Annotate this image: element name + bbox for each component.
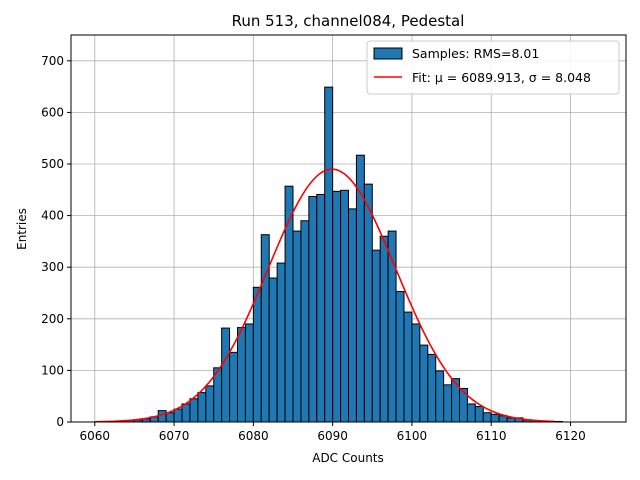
- y-tick-label: 300: [41, 260, 64, 274]
- histogram-bar: [506, 417, 516, 423]
- histogram-bar: [443, 384, 453, 423]
- y-axis-label: Entries: [15, 208, 29, 250]
- histogram-bar: [189, 398, 199, 423]
- histogram-bar: [157, 410, 167, 423]
- axes-frame: [70, 34, 627, 423]
- y-tick-label: 0: [56, 415, 64, 429]
- histogram-bar: [411, 323, 421, 423]
- histogram-bar: [419, 344, 429, 423]
- legend: Samples: RMS=8.01 Fit: μ = 6089.913, σ =…: [366, 40, 620, 95]
- histogram-bar: [371, 249, 381, 423]
- x-tick-label: 6070: [159, 429, 190, 443]
- histogram-bar: [260, 234, 270, 423]
- y-tick-label: 500: [41, 157, 64, 171]
- histogram-bar: [427, 353, 437, 423]
- x-axis-ticks: 6060 6070 6080 6090 6100 6110 6120: [80, 422, 586, 443]
- histogram-bar: [395, 290, 405, 423]
- x-tick-label: 6100: [397, 429, 428, 443]
- y-tick-label: 100: [41, 363, 64, 377]
- histogram-bar: [173, 408, 183, 423]
- histogram-bar: [379, 235, 389, 423]
- histogram-bar: [244, 323, 254, 423]
- histogram-bar: [292, 230, 302, 423]
- y-tick-label: 400: [41, 209, 64, 223]
- x-axis-label: ADC Counts: [312, 451, 384, 465]
- histogram-bar: [237, 327, 246, 423]
- histogram-bar: [268, 277, 278, 423]
- y-axis-ticks: 0 100 200 300 400 500 600 700: [41, 54, 71, 429]
- histogram-bar: [435, 370, 445, 423]
- legend-item-fit: Fit: μ = 6089.913, σ = 8.048: [412, 70, 591, 85]
- histogram-bar: [348, 208, 357, 423]
- histogram-bar: [451, 378, 461, 423]
- y-tick-label: 200: [41, 312, 64, 326]
- histogram-bar: [197, 392, 207, 423]
- histogram-bar: [324, 86, 334, 423]
- histogram-bar: [340, 189, 350, 423]
- histogram-bar: [474, 406, 484, 423]
- histogram-bar: [490, 413, 500, 423]
- histogram-bar: [205, 385, 215, 423]
- x-tick-label: 6060: [80, 429, 111, 443]
- histogram-bar: [181, 403, 191, 423]
- x-tick-label: 6080: [238, 429, 269, 443]
- x-tick-label: 6090: [317, 429, 348, 443]
- histogram-bar: [165, 412, 175, 423]
- histogram-bar: [355, 154, 365, 423]
- histogram-bar: [308, 196, 318, 423]
- legend-box: [366, 40, 620, 95]
- histogram-bar: [498, 415, 508, 423]
- legend-bar-swatch: [373, 47, 403, 60]
- histogram-bar: [300, 220, 310, 423]
- histogram-bar: [316, 193, 326, 423]
- histogram-bar: [482, 412, 492, 423]
- histogram-bar: [403, 311, 413, 423]
- y-tick-label: 700: [41, 54, 64, 68]
- x-tick-label: 6110: [476, 429, 507, 443]
- histogram-bar: [229, 351, 238, 423]
- histogram-bar: [332, 190, 342, 423]
- chart-title: Run 513, channel084, Pedestal: [232, 12, 465, 30]
- gaussian-fit-curve: [94, 168, 555, 423]
- histogram-bar: [466, 403, 476, 423]
- histogram-bar: [221, 327, 231, 423]
- x-tick-label: 6120: [555, 429, 586, 443]
- histogram-bar: [363, 183, 373, 423]
- y-tick-label: 600: [41, 105, 64, 119]
- legend-item-samples: Samples: RMS=8.01: [412, 46, 539, 61]
- histogram-bar: [276, 262, 286, 423]
- histogram-bar: [252, 286, 262, 423]
